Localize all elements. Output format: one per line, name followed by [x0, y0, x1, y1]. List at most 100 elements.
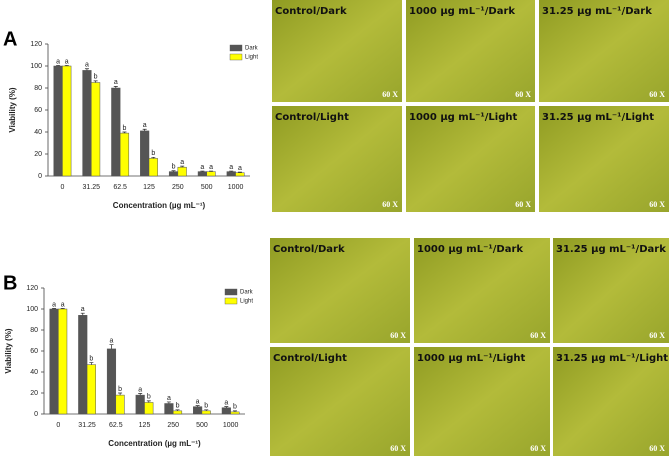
micrograph-label: 31.25 µg mL⁻¹/Dark [542, 6, 652, 17]
micrograph-label: 31.25 µg mL⁻¹/Dark [556, 244, 666, 255]
legend-label: Dark [245, 46, 259, 52]
magnification: 60 X [649, 200, 665, 209]
error-bar [166, 401, 171, 404]
significance-letter: a [229, 164, 233, 171]
micrograph-label: Control/Light [273, 353, 347, 364]
magnification: 60 X [530, 331, 546, 340]
panel-label: A [3, 28, 17, 50]
significance-letter: a [143, 122, 147, 129]
error-bar [64, 65, 69, 66]
significance-letter: b [233, 404, 237, 411]
error-bar [89, 362, 94, 365]
error-bar [60, 308, 65, 309]
magnification: 60 X [649, 90, 665, 99]
x-tick-label: 31.25 [78, 422, 96, 429]
magnification: 60 X [649, 331, 665, 340]
bar [206, 171, 216, 177]
bar [172, 410, 183, 415]
significance-letter: a [200, 164, 204, 171]
bar [226, 171, 236, 177]
error-bar [109, 344, 114, 349]
legend-swatch [229, 53, 243, 61]
significance-letter: b [147, 394, 151, 401]
bar [235, 172, 245, 177]
panel-label: B [3, 272, 17, 294]
significance-letter: b [94, 74, 98, 81]
bar [144, 402, 154, 415]
legend-swatch [229, 44, 243, 52]
magnification: 60 X [515, 200, 531, 209]
error-bar [151, 156, 156, 159]
error-bar [93, 80, 98, 83]
x-axis-title: Concentration (µg mL⁻¹) [113, 201, 206, 210]
significance-letter: a [61, 301, 65, 308]
bar [115, 394, 125, 415]
micrograph [553, 347, 669, 456]
micrograph [272, 0, 402, 102]
significance-letter: a [85, 62, 89, 69]
error-bar [52, 308, 57, 309]
y-tick-label: 0 [34, 411, 38, 418]
y-tick-label: 120 [26, 285, 38, 292]
micrograph-label: 1000 µg mL⁻¹/Dark [417, 244, 523, 255]
bar [86, 364, 96, 415]
significance-letter: a [114, 79, 118, 86]
bar [221, 407, 231, 415]
bar [193, 406, 203, 415]
y-tick-label: 60 [30, 348, 38, 355]
bar [230, 411, 240, 415]
micrograph-label: Control/Dark [273, 244, 345, 255]
significance-letter: b [176, 403, 180, 410]
error-bar [204, 409, 209, 411]
error-bar [171, 170, 176, 172]
micrograph-label: Control/Dark [275, 6, 347, 17]
x-tick-label: 62.5 [109, 422, 123, 429]
error-bar [118, 392, 123, 396]
y-tick-label: 80 [34, 85, 42, 92]
bar [164, 403, 174, 415]
micrograph [539, 106, 669, 212]
magnification: 60 X [530, 444, 546, 453]
x-tick-label: 250 [167, 422, 179, 429]
micrograph-label: 1000 µg mL⁻¹/Light [409, 112, 517, 123]
bar [58, 308, 68, 415]
x-tick-label: 0 [56, 422, 60, 429]
error-bar [122, 131, 127, 134]
significance-letter: a [167, 395, 171, 402]
significance-letter: b [204, 403, 208, 410]
bar [168, 171, 179, 177]
bar [119, 132, 130, 177]
error-bar [229, 170, 234, 172]
error-bar [195, 405, 200, 407]
significance-letter: a [81, 306, 85, 313]
significance-letter: a [196, 398, 200, 405]
bar [148, 158, 158, 177]
micrograph-label: 1000 µg mL⁻¹/Light [417, 353, 525, 364]
significance-letter: a [65, 58, 69, 65]
error-bar [209, 170, 214, 172]
error-bar [142, 128, 147, 131]
error-bar [224, 406, 229, 408]
bar [53, 65, 63, 177]
micrograph [406, 0, 535, 102]
micrograph-label: 31.25 µg mL⁻¹/Light [556, 353, 668, 364]
bar [135, 394, 145, 415]
micrograph [553, 238, 669, 343]
bar [201, 410, 211, 415]
micrograph [414, 238, 550, 343]
error-bar [146, 400, 151, 403]
error-bar [200, 170, 205, 172]
magnification: 60 X [390, 331, 406, 340]
y-tick-label: 0 [38, 173, 42, 180]
error-bar [175, 409, 180, 411]
y-axis-title: Viability (%) [8, 87, 17, 133]
legend-label: Light [240, 299, 253, 305]
bar [106, 348, 117, 415]
error-bar [237, 171, 242, 173]
significance-letter: b [172, 164, 176, 171]
magnification: 60 X [649, 444, 665, 453]
error-bar [138, 393, 143, 396]
bar [111, 87, 121, 177]
bar [197, 171, 207, 177]
